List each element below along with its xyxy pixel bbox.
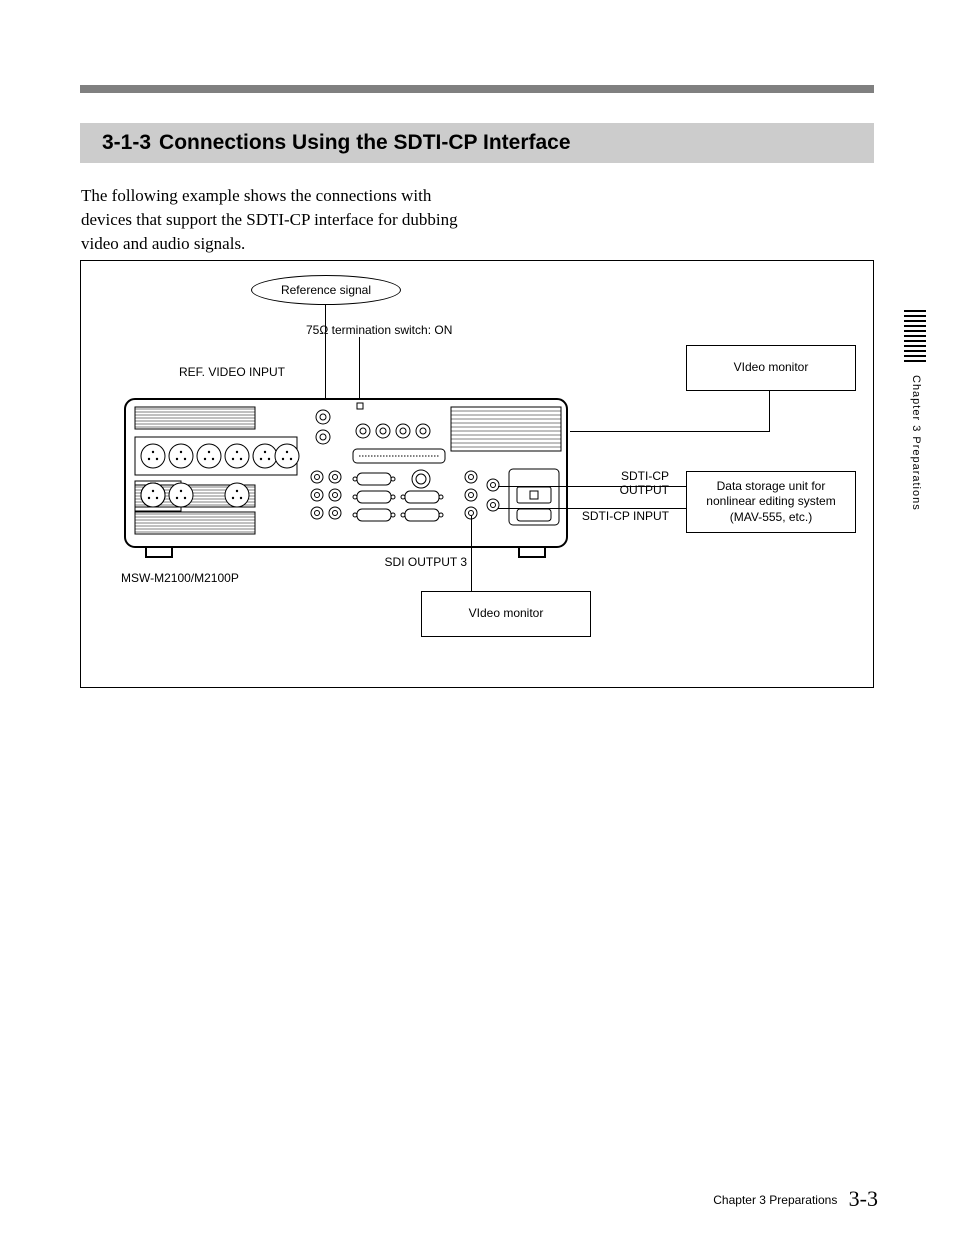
margin-stripes-icon	[904, 310, 926, 365]
video-monitor-box-2: VIdeo monitor	[421, 591, 591, 637]
side-chapter-label: Chapter 3 Preparations	[910, 375, 922, 511]
page-footer: Chapter 3 Preparations 3-3	[0, 1186, 954, 1212]
connector-line	[769, 391, 770, 432]
connector-line	[471, 516, 472, 591]
sdi-output-3-label: SDI OUTPUT 3	[377, 555, 467, 569]
sdti-cp-input-label: SDTI-CP INPUT	[579, 509, 669, 523]
device-rear-panel-icon	[121, 387, 571, 563]
reference-signal-node: Reference signal	[251, 275, 401, 305]
ref-video-input-label: REF. VIDEO INPUT	[165, 365, 285, 379]
video-monitor-box: VIdeo monitor	[686, 345, 856, 391]
sdti-cp-output-label: SDTI-CP OUTPUT	[579, 469, 669, 498]
connector-line	[498, 486, 686, 487]
intro-paragraph: The following example shows the connecti…	[81, 184, 461, 255]
termination-switch-label: 75Ω termination switch: ON	[306, 323, 452, 337]
section-header: 3-1-3 Connections Using the SDTI-CP Inte…	[80, 123, 874, 163]
data-storage-box: Data storage unit for nonlinear editing …	[686, 471, 856, 533]
connector-line	[570, 431, 770, 432]
section-number: 3-1-3	[102, 131, 151, 155]
connector-line	[325, 305, 326, 399]
footer-chapter: Chapter 3 Preparations	[713, 1193, 837, 1207]
page-number: 3-3	[849, 1186, 878, 1211]
device-model-label: MSW-M2100/M2100P	[121, 571, 239, 585]
section-title: Connections Using the SDTI-CP Interface	[159, 131, 571, 155]
connector-line	[498, 508, 686, 509]
top-rule	[80, 85, 874, 93]
connection-diagram: Reference signal 75Ω termination switch:…	[80, 260, 874, 688]
